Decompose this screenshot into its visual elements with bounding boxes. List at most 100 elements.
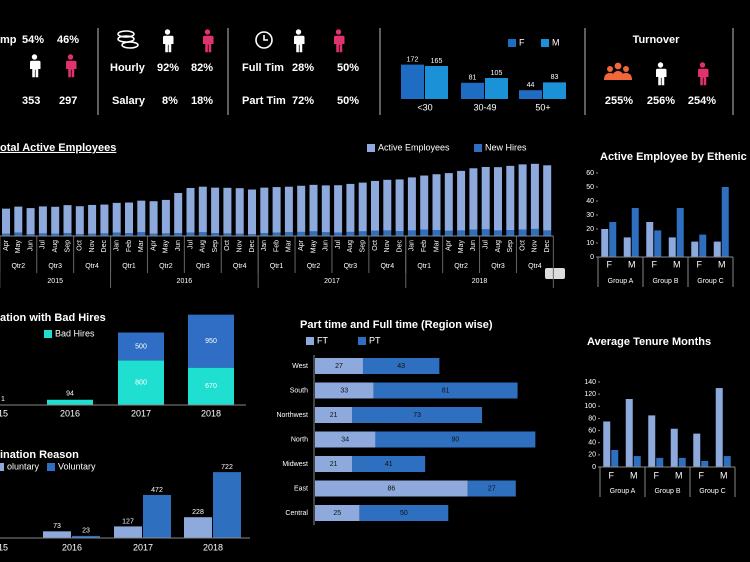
bar-segment <box>112 232 121 236</box>
data-label: 21 <box>330 461 338 468</box>
x-tick-label: Mar <box>286 239 293 252</box>
bar-segment <box>100 233 109 236</box>
legend-label: oluntary <box>7 461 40 471</box>
male-icon <box>30 54 41 78</box>
female-icon <box>334 29 345 53</box>
bar <box>631 208 639 257</box>
y-tick-label: 50 <box>586 184 594 191</box>
female-icon <box>66 54 77 78</box>
bar-segment <box>346 183 355 232</box>
bar-segment <box>235 188 244 234</box>
bar-segment <box>358 231 367 236</box>
filter-button[interactable] <box>545 268 565 279</box>
bar-segment <box>444 230 453 236</box>
x-tick-label: 2018 <box>201 408 221 418</box>
chart-title: ation with Bad Hires <box>0 312 106 324</box>
bar-segment <box>297 231 306 236</box>
y-tick-label: 0 <box>592 464 596 471</box>
female-icon <box>698 62 709 86</box>
bar <box>401 64 424 99</box>
bar-segment <box>469 229 478 236</box>
y-tick-label: South <box>290 387 308 394</box>
data-label: 950 <box>205 338 217 345</box>
x-tick-label: 15 <box>0 542 8 552</box>
bar-segment <box>467 480 516 497</box>
data-label: 172 <box>407 56 419 63</box>
x-tick-label: Aug <box>347 240 354 253</box>
group-label: Group A <box>608 278 634 285</box>
chart-title: Active Employee by Ethenic <box>600 151 747 163</box>
bar-segment <box>100 204 109 234</box>
x-tick-label: F <box>607 259 613 269</box>
kpi-value: 82% <box>191 62 213 74</box>
legend-swatch <box>541 39 549 47</box>
x-tick-label: Jan <box>114 240 121 251</box>
x-tick-label: Apr <box>3 239 10 251</box>
bar-segment <box>506 165 515 231</box>
bar <box>601 229 609 257</box>
bar <box>461 82 484 99</box>
data-label: 472 <box>151 487 163 494</box>
y-tick-label: 60 <box>586 170 594 177</box>
kpi-label: Salary <box>112 95 146 107</box>
y-tick-label: Midwest <box>282 461 308 468</box>
x-tick-label: Dec <box>101 240 108 253</box>
bar-segment <box>75 234 84 236</box>
x-tick-label: Nov <box>384 240 391 253</box>
data-label: 33 <box>340 387 348 394</box>
x-tick-label: Jul <box>483 240 490 249</box>
bar <box>723 456 731 467</box>
bar-segment <box>297 185 306 232</box>
quarter-label: Qtr2 <box>11 263 25 270</box>
legend-swatch <box>358 337 366 345</box>
x-tick-label: Jun <box>323 240 330 251</box>
bar <box>543 82 566 99</box>
y-tick-label: 60 <box>588 427 596 434</box>
quarter-label: Qtr3 <box>344 263 358 270</box>
y-tick-label: 40 <box>586 198 594 205</box>
kpi-value: 18% <box>191 95 213 107</box>
kpi-label: Full Tim <box>242 62 284 74</box>
x-tick-label: May <box>458 240 465 254</box>
year-label: 2015 <box>47 278 63 285</box>
bar-segment <box>543 230 552 236</box>
bar-segment <box>352 407 483 423</box>
bar-segment <box>494 167 502 231</box>
bar-segment <box>51 206 60 234</box>
x-tick-label: Jun <box>27 240 34 251</box>
bar-segment <box>373 382 518 399</box>
data-label: 86 <box>388 485 396 492</box>
bar-segment <box>223 187 232 234</box>
kpi-value: 256% <box>647 95 675 107</box>
data-label: 41 <box>385 461 393 468</box>
data-label: 50 <box>400 510 408 517</box>
x-tick-label: Jan <box>261 240 268 251</box>
bar-segment <box>161 199 170 234</box>
bar-segment <box>284 232 293 236</box>
x-tick-label: Jul <box>187 240 194 249</box>
group-label: Group A <box>610 488 636 495</box>
x-tick-label: F <box>652 259 658 269</box>
x-tick-label: Jun <box>470 240 477 251</box>
legend-swatch <box>47 463 55 471</box>
bar-segment <box>315 358 363 374</box>
bar <box>721 187 729 257</box>
kpi-label: Hourly <box>110 62 146 74</box>
group-icon <box>604 62 632 80</box>
bar-segment <box>223 233 232 236</box>
bar-segment <box>407 230 416 236</box>
bar <box>603 421 611 467</box>
bar-segment <box>481 166 490 230</box>
bar-segment <box>358 182 367 232</box>
data-label: 165 <box>431 58 443 65</box>
y-tick-label: 20 <box>586 226 594 233</box>
bar-segment <box>407 177 416 231</box>
group-label: Group B <box>654 488 680 495</box>
kpi-value: 50% <box>337 62 359 74</box>
x-tick-label: Nov <box>89 240 96 253</box>
bar <box>713 241 721 257</box>
data-label: 43 <box>397 363 405 370</box>
bar <box>691 241 699 257</box>
x-tick-label: M <box>673 259 681 269</box>
